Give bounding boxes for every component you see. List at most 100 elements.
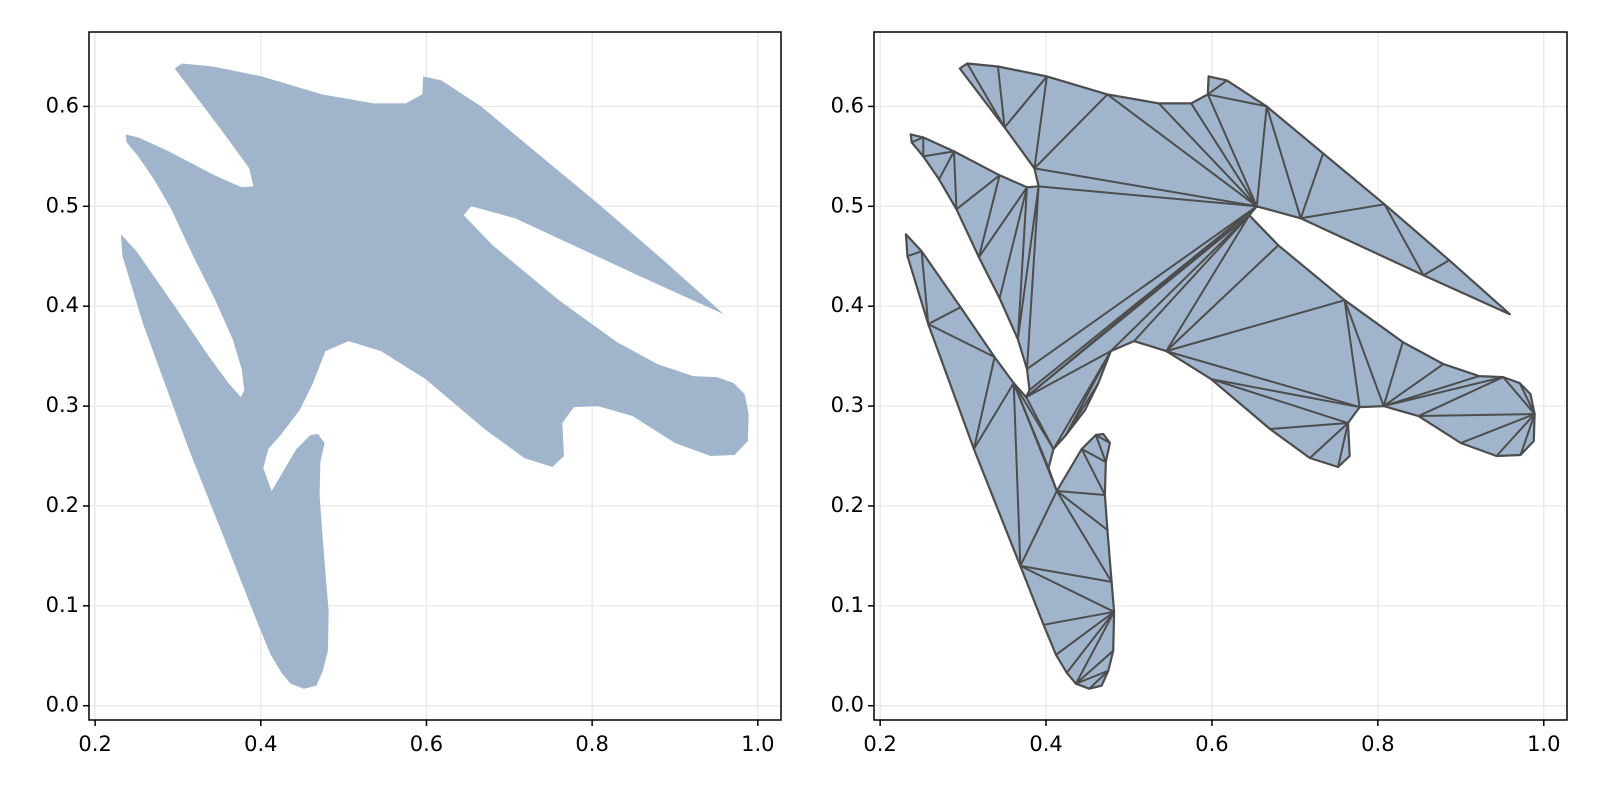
y-tick-label: 0.3 xyxy=(831,393,864,417)
triangle-edge xyxy=(1206,79,1228,96)
y-tick-label: 0.5 xyxy=(831,193,864,217)
y-tick-label: 0.0 xyxy=(46,693,79,717)
triangle-edge xyxy=(1299,203,1386,220)
triangle-edge xyxy=(1265,105,1302,220)
triangle-edge xyxy=(1037,185,1258,208)
triangle-edge xyxy=(1417,376,1505,418)
x-tick-label: 0.8 xyxy=(1361,732,1394,756)
triangle-edge xyxy=(1019,564,1116,613)
triangle-edge xyxy=(1055,489,1109,531)
triangle-edge xyxy=(1343,299,1385,408)
triangle-edge xyxy=(1094,434,1111,445)
triangle-edge xyxy=(1074,669,1110,685)
triangle-edge xyxy=(1165,299,1346,353)
triangle-edge xyxy=(1012,382,1022,567)
triangle-edge xyxy=(1417,413,1536,418)
triangle-edge xyxy=(998,186,1028,300)
triangle-edge xyxy=(906,250,923,258)
triangle-edge xyxy=(1019,564,1113,583)
plot-frame xyxy=(873,31,1568,721)
y-tick-label: 0.3 xyxy=(46,393,79,417)
triangle-edge xyxy=(1255,105,1268,208)
triangle-edge xyxy=(977,174,1001,259)
triangle-edge xyxy=(1382,363,1445,408)
triangle-edge xyxy=(1165,244,1280,353)
y-tick-label: 0.5 xyxy=(46,193,79,217)
polygon-area xyxy=(120,63,749,689)
triangle-edge xyxy=(1025,214,1251,399)
triangle-edge xyxy=(1019,489,1058,567)
triangle-edge xyxy=(977,186,1028,259)
triangle-edge xyxy=(1025,396,1055,451)
x-tick-label: 0.6 xyxy=(1195,732,1228,756)
triangle-edge xyxy=(1016,185,1040,341)
triangle-edge xyxy=(1519,413,1536,457)
triangle-edge xyxy=(927,306,962,326)
triangle-edge xyxy=(1055,610,1116,656)
triangle-edge xyxy=(1033,75,1048,170)
triangle-edge xyxy=(1206,93,1268,108)
triangle-edge xyxy=(1074,610,1116,685)
x-tick-label: 0.2 xyxy=(78,732,111,756)
triangle-edge xyxy=(1132,214,1251,343)
triangle-edge xyxy=(1518,382,1536,416)
triangle-edge xyxy=(1025,185,1040,371)
triangle-edge xyxy=(1042,610,1116,626)
triangle-edge xyxy=(1269,422,1350,431)
triangle-edge xyxy=(1074,649,1115,685)
triangle-edge xyxy=(938,150,955,181)
triangle-edge xyxy=(1308,422,1350,460)
triangle-edge xyxy=(1382,341,1404,408)
triangle-edge xyxy=(1165,214,1251,353)
triangle-edge xyxy=(1343,299,1361,409)
triangle-edge xyxy=(1337,422,1350,468)
triangle-edge xyxy=(996,65,1006,129)
y-tick-label: 0.0 xyxy=(831,693,864,717)
triangle-edge xyxy=(1495,413,1536,458)
triangle-edge xyxy=(1422,259,1451,277)
triangle-edge xyxy=(1088,669,1110,690)
triangle-edge xyxy=(1033,167,1258,208)
y-tick-label: 0.4 xyxy=(831,293,864,317)
triangle-edge xyxy=(966,62,1006,129)
triangle-edge xyxy=(1106,93,1258,208)
x-tick-label: 1.0 xyxy=(741,732,774,756)
triangle-edge xyxy=(922,150,955,158)
triangle-edge xyxy=(1210,378,1350,425)
triangle-edge xyxy=(1502,376,1536,416)
triangle-edge xyxy=(1052,350,1112,451)
triangle-edge xyxy=(1459,413,1536,445)
y-tick-label: 0.4 xyxy=(46,293,79,317)
triangle-edge xyxy=(1080,448,1106,496)
x-tick-label: 0.8 xyxy=(575,732,608,756)
triangle-edge xyxy=(1016,186,1028,341)
triangle-edge xyxy=(952,150,958,211)
triangle-edge xyxy=(1025,350,1112,399)
triangle-edge xyxy=(1383,203,1425,277)
panel: 0.2 0.4 0.6 0.8 1.0 0.0 0.1 0.2 0.3 0.4 0.5 0.6 xyxy=(831,31,1568,756)
triangle-edge xyxy=(1299,152,1325,220)
triangle-edge xyxy=(910,136,925,144)
triangle-edge xyxy=(1012,382,1050,469)
polygon-area xyxy=(905,63,1535,689)
triangle-edge xyxy=(1382,376,1505,408)
plot-frame xyxy=(88,31,782,721)
triangle-edge xyxy=(1065,610,1116,674)
triangle-edge xyxy=(1055,489,1113,583)
y-tick-label: 0.1 xyxy=(831,593,864,617)
triangle-edge xyxy=(972,356,996,451)
polygon-outline xyxy=(904,62,1536,690)
x-tick-label: 0.2 xyxy=(863,732,896,756)
triangle-edge xyxy=(1025,205,1258,371)
panel: 0.2 0.4 0.6 0.8 1.0 0.0 0.1 0.2 0.3 0.4 0.5 0.6 xyxy=(46,31,782,756)
triangle-edge xyxy=(1165,350,1361,409)
x-tick-label: 0.4 xyxy=(1029,732,1062,756)
y-tick-label: 0.1 xyxy=(46,593,79,617)
y-tick-label: 0.6 xyxy=(46,93,79,117)
triangle-edge xyxy=(1157,102,1258,208)
triangle-edge xyxy=(1382,375,1481,408)
triangle-edge xyxy=(1080,448,1107,463)
x-tick-label: 0.4 xyxy=(244,732,277,756)
triangle-edge xyxy=(1055,489,1106,496)
